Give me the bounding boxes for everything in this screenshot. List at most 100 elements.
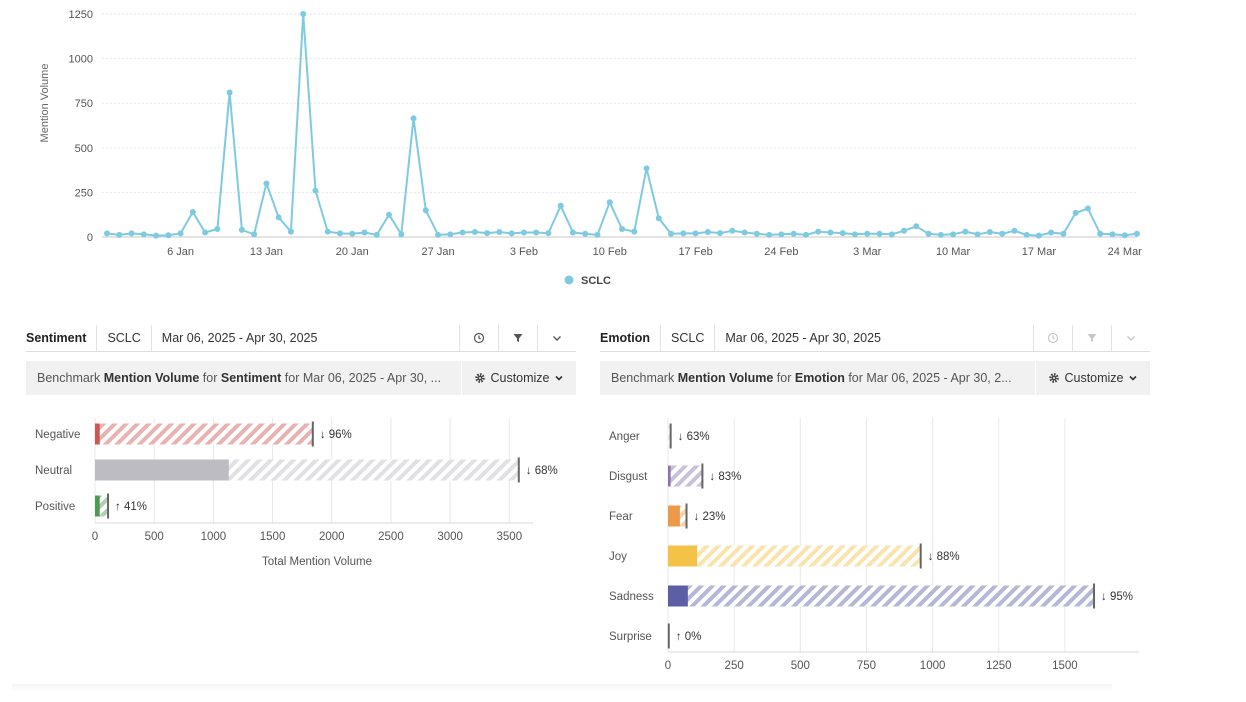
sclc-data-point[interactable]	[606, 199, 613, 206]
sclc-data-point[interactable]	[226, 89, 233, 96]
sclc-data-point[interactable]	[851, 231, 858, 238]
sclc-data-point[interactable]	[447, 231, 454, 238]
sclc-data-point[interactable]	[802, 231, 809, 238]
sclc-data-point[interactable]	[986, 229, 993, 236]
sclc-data-point[interactable]	[1134, 230, 1140, 237]
sentiment-filter-icon[interactable]	[499, 325, 538, 351]
sentiment-clock-icon[interactable]	[460, 325, 499, 351]
emotion-customize-button[interactable]: Customize	[1035, 361, 1150, 395]
sclc-data-point[interactable]	[815, 228, 822, 235]
sclc-data-point[interactable]	[165, 232, 172, 239]
sentiment-row-negative[interactable]: Negative ↓ 96%	[35, 421, 352, 447]
emotion-row-disgust[interactable]: Disgust ↓ 83%	[609, 463, 741, 489]
sclc-data-point[interactable]	[189, 209, 196, 216]
sentiment-benchmark-bar[interactable]	[95, 423, 313, 445]
sclc-data-point[interactable]	[533, 229, 540, 236]
emotion-row-joy[interactable]: Joy ↓ 88%	[609, 543, 960, 569]
line-chart-legend[interactable]: SCLC	[564, 275, 612, 287]
sclc-data-point[interactable]	[557, 202, 564, 209]
emotion-row-sadness[interactable]: Sadness ↓ 95%	[609, 583, 1133, 609]
sclc-data-point[interactable]	[1011, 227, 1018, 234]
sclc-data-point[interactable]	[655, 215, 662, 222]
emotion-current-bar[interactable]	[668, 545, 698, 567]
sclc-data-point[interactable]	[435, 231, 442, 238]
sclc-data-point[interactable]	[128, 230, 135, 237]
sclc-data-point[interactable]	[876, 230, 883, 237]
sentiment-current-bar[interactable]	[95, 495, 100, 517]
sclc-data-point[interactable]	[312, 187, 319, 194]
sclc-data-point[interactable]	[925, 230, 932, 237]
emotion-row-anger[interactable]: Anger ↓ 63%	[609, 423, 710, 449]
sclc-data-point[interactable]	[999, 230, 1006, 237]
sclc-data-point[interactable]	[410, 115, 417, 122]
sentiment-row-positive[interactable]: Positive ↑ 41%	[35, 493, 147, 519]
sclc-data-point[interactable]	[398, 231, 405, 238]
sclc-data-point[interactable]	[753, 230, 760, 237]
sclc-data-point[interactable]	[704, 229, 711, 236]
emotion-row-surprise[interactable]: Surprise ↑ 0%	[609, 623, 701, 649]
sclc-data-point[interactable]	[974, 231, 981, 238]
sclc-data-point[interactable]	[1121, 232, 1128, 239]
sclc-data-point[interactable]	[741, 229, 748, 236]
sclc-data-point[interactable]	[619, 225, 625, 232]
sclc-data-point[interactable]	[937, 231, 944, 238]
emotion-benchmark-bar[interactable]	[668, 585, 1095, 607]
sclc-data-point[interactable]	[631, 228, 638, 235]
sclc-data-point[interactable]	[864, 230, 871, 237]
sentiment-current-bar[interactable]	[95, 423, 100, 445]
sclc-data-point[interactable]	[324, 228, 331, 235]
sclc-data-point[interactable]	[888, 231, 895, 238]
sclc-data-point[interactable]	[287, 228, 294, 235]
sclc-data-point[interactable]	[1084, 205, 1091, 212]
sclc-data-point[interactable]	[717, 230, 724, 237]
sclc-data-point[interactable]	[386, 211, 393, 218]
sentiment-row-neutral[interactable]: Neutral ↓ 68%	[35, 457, 558, 483]
sclc-data-point[interactable]	[668, 230, 675, 237]
sclc-data-point[interactable]	[1035, 232, 1042, 239]
sentiment-current-bar[interactable]	[95, 459, 229, 481]
sclc-data-point[interactable]	[508, 230, 515, 237]
sclc-data-point[interactable]	[582, 230, 589, 237]
sclc-data-point[interactable]	[140, 231, 147, 238]
sclc-data-point[interactable]	[1072, 209, 1079, 216]
sclc-data-point[interactable]	[177, 230, 184, 237]
sclc-data-point[interactable]	[643, 165, 650, 172]
sclc-data-point[interactable]	[950, 231, 957, 238]
sclc-data-point[interactable]	[901, 227, 908, 234]
sentiment-entity-label[interactable]: SCLC	[97, 325, 152, 351]
sclc-data-point[interactable]	[1097, 230, 1104, 237]
sclc-data-point[interactable]	[827, 229, 834, 236]
sclc-data-point[interactable]	[839, 230, 846, 237]
sclc-series-points[interactable]	[104, 11, 1140, 239]
sclc-data-point[interactable]	[361, 229, 368, 236]
emotion-current-bar[interactable]	[668, 465, 671, 487]
sclc-data-point[interactable]	[790, 230, 797, 237]
sclc-data-point[interactable]	[153, 232, 160, 239]
sclc-data-point[interactable]	[202, 229, 209, 236]
sclc-data-point[interactable]	[1109, 231, 1116, 238]
emotion-clock-icon[interactable]	[1034, 325, 1073, 351]
sclc-data-point[interactable]	[484, 230, 491, 237]
emotion-benchmark-bar[interactable]	[668, 425, 671, 447]
emotion-benchmark-bar[interactable]	[668, 465, 703, 487]
sclc-data-point[interactable]	[214, 225, 221, 232]
sclc-data-point[interactable]	[251, 231, 258, 238]
emotion-chevron-down-icon[interactable]	[1112, 325, 1150, 351]
sclc-data-point[interactable]	[238, 226, 245, 233]
sclc-data-point[interactable]	[300, 11, 307, 17]
sclc-data-point[interactable]	[116, 231, 123, 238]
sclc-data-point[interactable]	[729, 227, 736, 234]
emotion-entity-label[interactable]: SCLC	[661, 325, 716, 351]
sentiment-date-range[interactable]: Mar 06, 2025 - Apr 30, 2025	[152, 325, 460, 351]
emotion-row-fear[interactable]: Fear ↓ 23%	[609, 503, 725, 529]
sclc-data-point[interactable]	[766, 231, 773, 238]
emotion-current-bar[interactable]	[668, 505, 680, 527]
sclc-data-point[interactable]	[496, 229, 503, 236]
sclc-data-point[interactable]	[422, 207, 429, 214]
sclc-data-point[interactable]	[545, 230, 552, 237]
sclc-data-point[interactable]	[373, 231, 380, 238]
emotion-current-bar[interactable]	[668, 585, 688, 607]
sclc-data-point[interactable]	[594, 231, 601, 238]
sclc-data-point[interactable]	[1023, 231, 1030, 238]
sclc-data-point[interactable]	[778, 231, 785, 238]
